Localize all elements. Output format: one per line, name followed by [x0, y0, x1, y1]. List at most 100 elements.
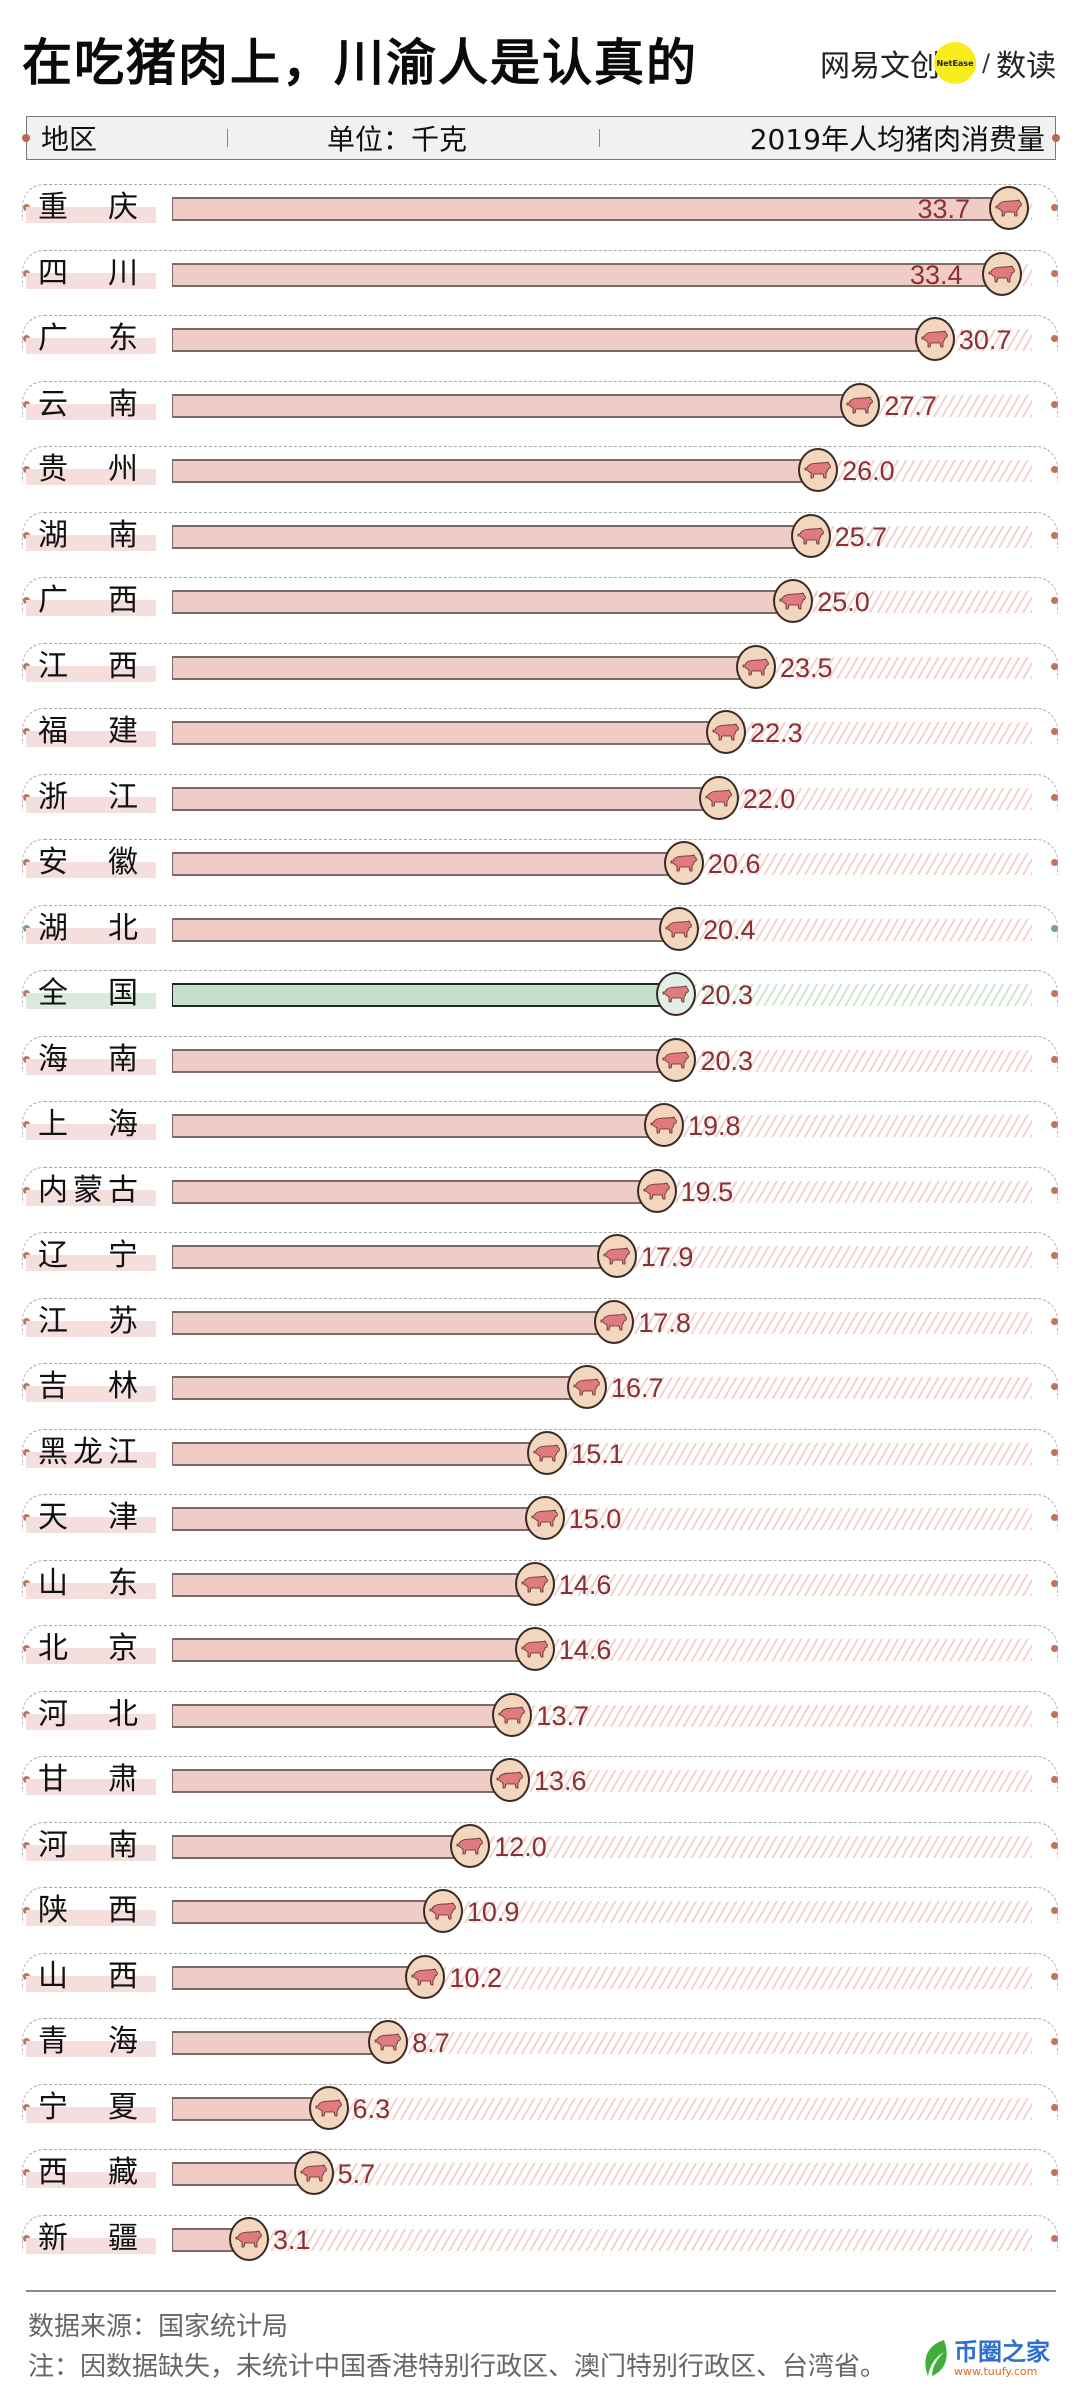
row-dot-right	[1051, 728, 1058, 735]
region-label: 山西	[38, 1958, 138, 1994]
region-label: 湖北	[38, 910, 138, 946]
row-dot-right	[1051, 269, 1058, 277]
chart-row: 河南 12.0	[0, 1821, 1080, 1888]
row-dot-right	[1051, 335, 1058, 342]
watermark-name: 币圈之家	[954, 2337, 1050, 2366]
chart-row: 湖南 25.7	[0, 511, 1080, 578]
label-highlight	[26, 1779, 156, 1795]
value-bar	[172, 459, 805, 483]
pig-badge	[663, 841, 704, 885]
row-frame	[22, 1035, 1058, 1072]
chart-row: 山西 10.2	[0, 1952, 1080, 2019]
chart-row: 江苏 17.8	[0, 1297, 1080, 1364]
pig-badge	[308, 2085, 349, 2130]
chart-row: 宁夏 6.3	[0, 2083, 1080, 2150]
pig-icon	[235, 2229, 262, 2247]
row-frame	[22, 249, 1058, 286]
pig-icon	[600, 1312, 628, 1330]
chart-row: 新疆 3.1	[0, 2214, 1080, 2281]
value-label: 6.3	[352, 2093, 391, 2124]
pig-icon	[573, 1378, 600, 1396]
value-label: 25.0	[817, 587, 870, 617]
row-dot-right	[1051, 2169, 1058, 2176]
value-bar	[172, 1638, 521, 1662]
chart-row: 内蒙古 19.5	[0, 1166, 1080, 1233]
row-dot-right	[1051, 924, 1058, 932]
value-bar	[172, 590, 780, 614]
row-dot-right	[1051, 1055, 1058, 1063]
pig-icon	[496, 1771, 523, 1789]
chart-row: 上海 19.8	[0, 1101, 1080, 1167]
label-highlight	[26, 1124, 156, 1140]
pig-badge	[698, 775, 739, 820]
value-label: 19.5	[680, 1176, 734, 1207]
value-bar	[172, 1900, 429, 1924]
leaf-logo-icon	[925, 2340, 947, 2376]
pig-icon	[846, 395, 874, 413]
value-bar	[172, 917, 665, 942]
row-dot-right	[1051, 1579, 1058, 1587]
row-dot-right	[1051, 1514, 1058, 1521]
region-label: 江西	[38, 648, 138, 684]
label-highlight	[26, 2237, 156, 2254]
row-dot-right	[1051, 204, 1058, 211]
value-label: 13.6	[533, 1766, 587, 1796]
header-dot-right	[1052, 134, 1060, 142]
row-dot-right	[1051, 1448, 1058, 1456]
chart-title: 在吃猪肉上，川渝人是认真的	[22, 34, 698, 92]
header-dot-left	[22, 134, 30, 142]
header-divider	[227, 129, 228, 147]
chart-row: 辽宁 17.9	[0, 1232, 1080, 1298]
row-frame	[22, 1821, 1058, 1858]
value-bar	[172, 524, 797, 549]
pig-icon	[742, 657, 769, 675]
chart-row: 山东 14.6	[0, 1559, 1080, 1626]
value-label: 15.1	[571, 1438, 624, 1469]
row-frame	[22, 1756, 1058, 1792]
value-bar	[172, 1376, 573, 1400]
header-unit: 单位：千克	[327, 123, 468, 156]
label-highlight	[26, 1451, 156, 1468]
label-highlight	[26, 338, 156, 354]
row-dot-right	[1051, 1317, 1058, 1325]
pig-badge	[706, 710, 747, 754]
row-frame	[22, 1297, 1058, 1334]
value-bar	[172, 1507, 531, 1531]
row-dot-right	[1051, 859, 1058, 866]
brand-name: 网易文创	[820, 49, 940, 84]
region-label: 宁夏	[38, 2089, 138, 2125]
label-highlight	[26, 1713, 156, 1730]
chart-row: 广东 30.7	[0, 315, 1080, 381]
pig-icon	[650, 1116, 677, 1134]
label-highlight	[26, 2172, 156, 2188]
header-metric: 2019年人均猪肉消费量	[749, 123, 1045, 156]
pig-icon	[374, 2033, 401, 2051]
pig-icon	[779, 592, 807, 610]
label-highlight	[26, 1320, 156, 1337]
chart-row: 天津 15.0	[0, 1494, 1080, 1560]
pig-icon	[988, 264, 1015, 282]
region-label: 湖南	[38, 517, 138, 553]
pig-badge	[735, 644, 776, 689]
value-label: 25.7	[834, 521, 888, 552]
chart-row: 江西 23.5	[0, 642, 1080, 709]
region-label: 天津	[38, 1500, 138, 1535]
pig-icon	[456, 1836, 483, 1854]
pig-icon	[533, 1443, 561, 1461]
value-label: 33.7	[917, 194, 970, 224]
pig-badge	[644, 1103, 685, 1147]
pig-badge	[798, 448, 839, 492]
pig-icon	[921, 330, 948, 348]
value-bar	[172, 983, 663, 1007]
row-dot-right	[1051, 1710, 1058, 1718]
value-bar	[172, 1441, 534, 1466]
pig-badge	[489, 1758, 530, 1802]
row-frame	[22, 1428, 1058, 1465]
row-frame	[22, 1952, 1058, 1989]
chart-row: 安徽 20.6	[0, 839, 1080, 905]
row-dot-right	[1051, 2103, 1058, 2111]
value-bar	[172, 786, 705, 811]
label-highlight	[26, 207, 156, 223]
pig-icon	[521, 1640, 548, 1658]
bar-track	[172, 2228, 1032, 2251]
